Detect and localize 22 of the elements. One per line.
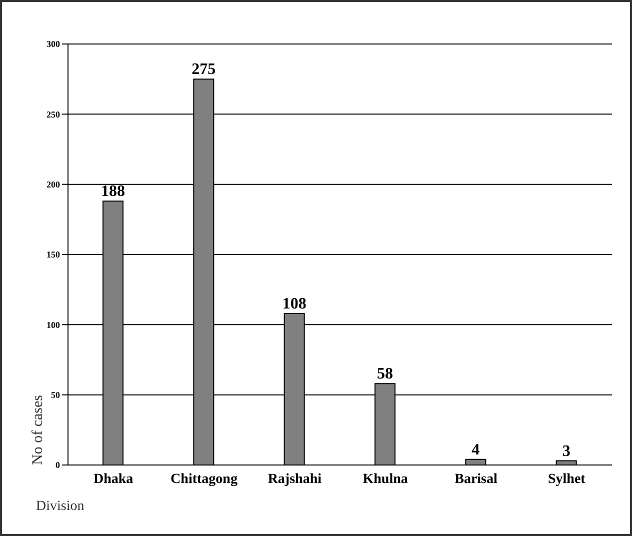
y-tick-label: 250 xyxy=(46,109,60,120)
x-tick-label: Rajshahi xyxy=(268,472,322,487)
x-axis-title: Division xyxy=(36,499,84,514)
bar xyxy=(465,458,486,465)
y-tick-label: 150 xyxy=(46,250,60,260)
y-tick-label: 100 xyxy=(46,320,60,330)
y-tick-label: 50 xyxy=(51,390,60,400)
data-label: 275 xyxy=(192,61,216,78)
data-label: 58 xyxy=(377,366,393,383)
x-tick-label: Khulna xyxy=(362,472,408,487)
y-tick-label: 200 xyxy=(46,180,60,190)
x-tick-label: Dhaka xyxy=(93,472,134,487)
data-label: 3 xyxy=(562,442,570,460)
data-label: 108 xyxy=(282,295,306,312)
x-tick-label: Chittagong xyxy=(170,472,238,487)
y-axis-title: No of cases xyxy=(30,394,46,465)
data-label: 4 xyxy=(472,441,480,458)
data-label: 188 xyxy=(101,183,125,200)
y-tick-label: 0 xyxy=(56,460,60,470)
x-tick-label: Barisal xyxy=(454,472,498,487)
x-tick-label: Sylhet xyxy=(548,472,586,487)
y-tick-label: 300 xyxy=(46,39,60,50)
